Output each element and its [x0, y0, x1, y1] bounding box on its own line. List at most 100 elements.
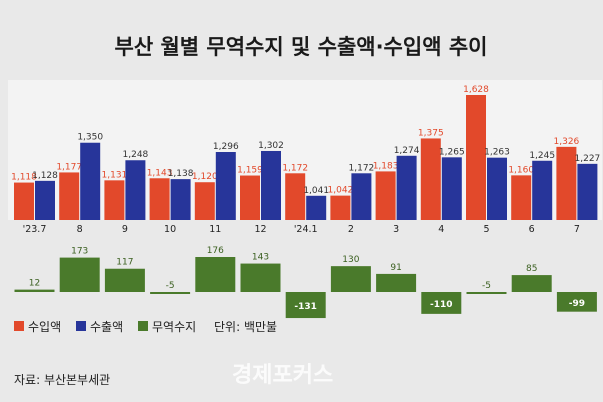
balance-value-label: -131	[294, 302, 317, 312]
legend-label-import: 수입액	[28, 320, 61, 334]
export-bar	[306, 195, 327, 220]
export-value-label: 1,263	[484, 148, 510, 158]
x-tick-label: 8	[77, 224, 83, 235]
import-bar	[104, 180, 125, 220]
x-tick-label: 2	[348, 224, 354, 235]
export-value-label: 1,350	[77, 133, 103, 143]
export-bar	[125, 160, 146, 220]
import-bar	[375, 171, 396, 220]
balance-bar	[285, 292, 326, 319]
chart-title: 부산 월별 무역수지 및 수출액·수입액 추이	[115, 35, 488, 59]
legend: 수입액 수출액 무역수지 단위: 백만불	[14, 320, 277, 334]
export-value-label: 1,172	[349, 163, 375, 173]
import-bar	[59, 172, 80, 220]
balance-value-label: -99	[569, 299, 585, 309]
import-value-label: 1,160	[508, 165, 534, 175]
balance-bar	[59, 257, 100, 292]
x-tick-label: '23.7	[23, 224, 47, 235]
x-tick-label: 10	[164, 224, 176, 235]
x-tick-label: 4	[438, 224, 444, 235]
watermark: 경제포커스	[232, 363, 333, 388]
import-value-label: 1,183	[373, 161, 399, 171]
export-bar	[441, 157, 462, 220]
x-tick-label: 7	[574, 224, 580, 235]
balance-value-label: 130	[342, 255, 359, 265]
x-tick-label: 11	[209, 224, 221, 235]
balance-bar	[195, 257, 236, 292]
import-bar	[420, 138, 441, 220]
legend-label-export: 수출액	[90, 320, 123, 334]
x-tick-label: '24.1	[294, 224, 318, 235]
import-value-label: 1,172	[282, 163, 308, 173]
export-value-label: 1,248	[123, 150, 149, 160]
balance-bar	[150, 292, 191, 294]
import-value-label: 1,120	[192, 172, 218, 182]
export-bar	[487, 157, 507, 220]
import-bar	[240, 175, 260, 220]
import-bar	[511, 175, 532, 220]
balance-value-label: 176	[207, 246, 224, 256]
import-bar	[556, 146, 577, 220]
import-value-label: 1,042	[328, 186, 354, 196]
import-value-label: 1,159	[237, 166, 263, 176]
import-bar	[149, 178, 170, 220]
legend-swatch-export	[76, 321, 86, 331]
import-bar	[466, 95, 486, 220]
x-tick-label: 6	[529, 224, 535, 235]
balance-bar	[14, 289, 55, 292]
balance-bar	[330, 266, 371, 292]
balance-value-label: 143	[252, 253, 269, 263]
unit-label: 단위: 백만불	[214, 320, 277, 334]
export-bar	[80, 142, 101, 220]
export-value-label: 1,265	[439, 147, 465, 157]
export-bar	[261, 150, 281, 220]
export-bar	[577, 163, 598, 220]
import-value-label: 1,177	[56, 162, 82, 172]
x-tick-label: 9	[122, 224, 128, 235]
import-value-label: 1,375	[418, 128, 444, 138]
balance-bar	[511, 275, 552, 292]
balance-value-label: -5	[482, 281, 491, 291]
balance-bar	[421, 292, 462, 314]
balance-value-label: 117	[116, 258, 133, 268]
import-value-label: 1,628	[463, 85, 489, 95]
export-value-label: 1,302	[258, 141, 284, 151]
balance-bar	[556, 292, 597, 312]
balance-value-label: 12	[29, 279, 40, 289]
export-bar	[396, 155, 417, 220]
import-bar	[194, 182, 215, 220]
import-value-label: 1,118	[11, 173, 37, 183]
export-value-label: 1,138	[168, 169, 194, 179]
x-tick-label: 3	[393, 224, 399, 235]
export-bar	[532, 160, 553, 220]
x-tick-label: 12	[254, 224, 266, 235]
import-bar	[330, 195, 351, 220]
balance-bars-group: 12 173 117 -5 176 143 -131 130 91 -110 -5 85 -99	[14, 246, 597, 319]
balance-bar	[466, 292, 507, 294]
balance-bar	[104, 268, 145, 292]
legend-label-balance: 무역수지	[152, 320, 196, 334]
export-value-label: 1,245	[529, 151, 555, 161]
import-value-label: 1,143	[147, 168, 173, 178]
balance-value-label: 91	[390, 263, 401, 273]
export-bar	[170, 179, 191, 220]
export-value-label: 1,227	[575, 154, 601, 164]
legend-swatch-import	[14, 321, 24, 331]
balance-value-label: 173	[71, 247, 88, 257]
export-bar	[215, 152, 236, 220]
balance-bar	[240, 263, 281, 292]
export-bar	[351, 173, 372, 220]
import-bar	[285, 173, 306, 220]
export-bar	[35, 180, 55, 220]
balance-value-label: -5	[166, 281, 175, 291]
export-value-label: 1,296	[213, 142, 239, 152]
x-tick-label: 5	[483, 224, 489, 235]
import-bar	[14, 182, 34, 220]
import-value-label: 1,131	[102, 170, 128, 180]
legend-swatch-balance	[138, 321, 148, 331]
export-value-label: 1,274	[394, 146, 420, 156]
x-axis-ticks: '23.7 8 9 10 11 12 '24.1 2 3 4 5 6 7	[23, 224, 580, 235]
source-note: 자료: 부산본부세관	[14, 373, 110, 387]
